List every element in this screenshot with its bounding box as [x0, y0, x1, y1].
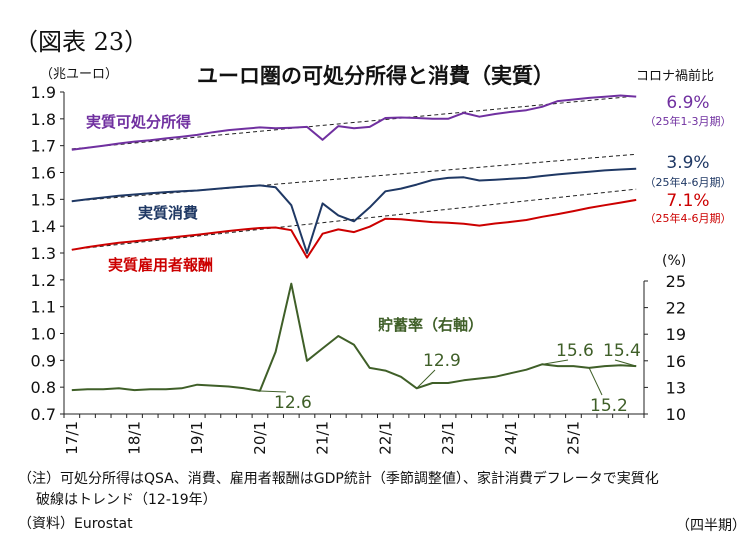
saving-annotation-leader — [614, 359, 637, 367]
left-axis-tick-label: 1.7 — [31, 137, 56, 156]
compensation-change-label: 7.1% — [666, 191, 709, 211]
right-axis-tick-label: 22 — [666, 299, 686, 318]
saving-series-label: 貯蓄率（右軸） — [378, 316, 483, 334]
compensation-trend-line — [71, 188, 637, 251]
right-axis-tick-label: 25 — [666, 272, 686, 291]
saving-annotation-leader — [588, 367, 603, 396]
left-axis-tick-label: 1.0 — [31, 325, 56, 344]
consumption-series-label: 実質消費 — [138, 204, 198, 222]
x-axis-tick-label: 19/1 — [188, 421, 206, 455]
x-axis-tick-label: 17/1 — [63, 421, 81, 455]
left-axis-tick-label: 1.5 — [31, 190, 56, 209]
saving-annotation-leader — [259, 390, 287, 393]
right-axis-unit: (%) — [662, 253, 687, 269]
consumption-change-period: （25年4-6月期） — [645, 175, 732, 189]
x-axis-tick-label: 25/1 — [564, 421, 582, 455]
left-axis-tick-label: 1.2 — [31, 271, 56, 290]
left-axis-tick-label: 1.8 — [31, 110, 56, 129]
left-axis-tick-label: 0.9 — [31, 351, 56, 370]
saving-line — [71, 282, 637, 392]
x-axis-tick-label: 20/1 — [251, 421, 269, 455]
note-line-1: （注）可処分所得はQSA、消費、雇用者報酬はGDP統計（季節調整値）、家計消費デ… — [18, 471, 659, 487]
left-axis-tick-label: 0.8 — [31, 378, 56, 397]
x-axis-tick-label: 23/1 — [439, 421, 457, 455]
left-axis-tick-label: 1.3 — [31, 244, 56, 263]
saving-annotation-label: 12.6 — [274, 393, 312, 413]
saving-annotation-label: 15.6 — [556, 341, 594, 361]
x-axis-tick-label: 24/1 — [502, 421, 520, 455]
x-axis-tick-label: 18/1 — [126, 421, 144, 455]
x-axis-tick-label: 22/1 — [376, 421, 394, 455]
right-axis-tick-label: 16 — [666, 352, 686, 371]
income-change-label: 6.9% — [666, 93, 709, 113]
source-note: （資料）Eurostat — [18, 516, 133, 532]
left-axis-tick-label: 1.9 — [31, 83, 56, 102]
chart-title: ユーロ圏の可処分所得と消費（実質） — [197, 64, 554, 88]
saving-annotation-leader — [542, 359, 569, 365]
left-axis-tick-label: 1.1 — [31, 298, 56, 317]
saving-annotation-leader — [416, 369, 436, 389]
frequency-note: （四半期） — [676, 518, 746, 534]
compensation-series-label: 実質雇用者報酬 — [108, 256, 213, 274]
compensation-change-period: （25年4-6月期） — [645, 211, 732, 225]
left-axis-unit: （兆ユーロ） — [40, 67, 119, 82]
income-line — [71, 94, 637, 151]
consumption-trend-line — [71, 153, 637, 202]
saving-annotation-label: 12.9 — [423, 351, 461, 371]
left-axis-tick-label: 0.7 — [31, 405, 56, 424]
right-axis-tick-label: 10 — [666, 405, 686, 424]
consumption-change-label: 3.9% — [666, 153, 709, 173]
income-change-period: （25年1-3月期） — [645, 114, 732, 128]
pre-covid-comparison-header: コロナ禍前比 — [636, 69, 715, 84]
saving-annotation-label: 15.2 — [590, 396, 628, 416]
note-line-2: 破線はトレンド（12-19年） — [36, 492, 217, 508]
left-axis-tick-label: 1.4 — [31, 217, 56, 236]
consumption-line — [71, 167, 637, 254]
compensation-line — [71, 198, 637, 259]
income-trend-line — [71, 95, 637, 150]
right-axis-tick-label: 19 — [666, 325, 686, 344]
income-series-label: 実質可処分所得 — [86, 113, 191, 131]
left-axis-tick-label: 1.6 — [31, 164, 56, 183]
x-axis-tick-label: 21/1 — [314, 421, 332, 455]
saving-annotation-label: 15.4 — [603, 341, 641, 361]
right-axis-tick-label: 13 — [666, 378, 686, 397]
figure-label: （図表 23） — [14, 28, 149, 56]
